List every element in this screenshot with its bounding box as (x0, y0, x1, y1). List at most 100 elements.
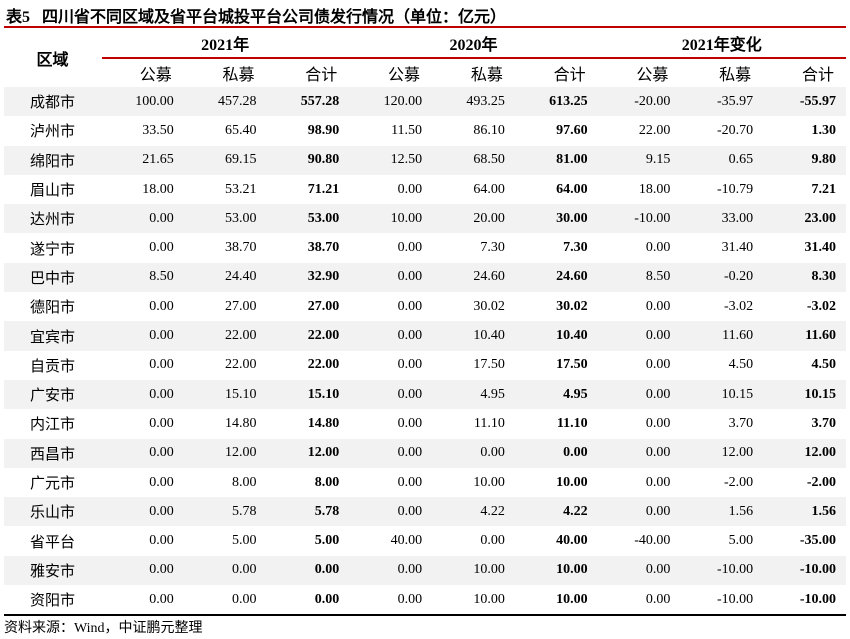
value-cell: 0.00 (101, 321, 184, 351)
value-cell: 22.00 (307, 357, 340, 373)
value-cell: 30.00 (514, 204, 598, 234)
value-cell: 0.00 (149, 591, 174, 607)
value-cell: 0.00 (397, 240, 423, 256)
value-cell: 7.30 (480, 240, 505, 256)
value-cell: 4.50 (811, 357, 837, 373)
value-cell: 10.15 (680, 379, 764, 410)
value-cell: 0.00 (597, 438, 681, 468)
region-name: 西昌市 (4, 438, 101, 468)
table-row: 资阳市 0.00 0.00 0.00 0.00 10.00 10.00 0.00 -10.00 -… (4, 585, 846, 614)
value-cell: 0.00 (645, 357, 671, 373)
value-cell: 22.00 (266, 321, 350, 351)
value-cell: 0.00 (314, 591, 340, 607)
value-cell: 493.25 (432, 87, 515, 117)
value-cell: 17.50 (556, 357, 588, 373)
value-cell: -40.00 (634, 533, 671, 549)
value-cell: 8.30 (763, 262, 846, 293)
value-cell: -3.02 (723, 298, 754, 314)
value-cell: 14.80 (307, 415, 340, 431)
value-cell: 22.00 (225, 357, 257, 373)
value-cell: 1.30 (811, 122, 837, 138)
value-cell: -10.79 (716, 181, 754, 197)
value-cell: 0.00 (149, 474, 174, 490)
value-cell: 4.95 (514, 379, 598, 410)
value-cell: 18.00 (638, 181, 671, 197)
value-cell: 98.90 (307, 122, 340, 138)
value-cell: 24.60 (432, 262, 515, 293)
value-cell: 10.00 (473, 474, 505, 490)
value-cell: -10.00 (716, 591, 754, 607)
value-cell: 68.50 (432, 145, 515, 175)
region-name: 宜宾市 (4, 321, 101, 351)
value-cell: 97.60 (556, 122, 588, 138)
region-name: 省平台 (29, 534, 75, 551)
table-row: 内江市 0.00 14.80 14.80 0.00 11.10 11.10 0.00 3.70 3… (4, 409, 846, 438)
value-cell: 100.00 (101, 87, 184, 117)
value-cell: 32.90 (266, 262, 350, 293)
header-subcolumn: 私募 (719, 66, 752, 84)
value-cell: 0.00 (149, 240, 174, 256)
region-name: 广元市 (29, 476, 75, 492)
value-cell: 31.40 (804, 240, 837, 256)
value-cell: 0.00 (397, 298, 423, 314)
table-row: 省平台 0.00 5.00 5.00 40.00 0.00 40.00 -40.00 5.00 -… (4, 526, 846, 555)
value-cell: 0.00 (349, 497, 433, 527)
value-cell: 40.00 (390, 533, 423, 549)
value-cell: 33.00 (680, 204, 764, 234)
value-cell: 21.65 (101, 145, 184, 175)
value-cell: 0.00 (349, 262, 433, 293)
value-cell: 18.00 (142, 181, 174, 197)
value-cell: 8.00 (314, 474, 340, 490)
value-cell: 1.56 (680, 497, 764, 527)
header-subcolumn: 公募 (388, 66, 421, 84)
value-cell: 27.00 (225, 298, 257, 314)
header-group-change: 2021年变化 (681, 37, 762, 54)
table-caption: 四川省不同区域及省平台城投平台公司债发行情况（单位：亿元） (42, 9, 507, 26)
value-cell: 0.00 (597, 497, 681, 527)
value-cell: -55.97 (763, 87, 846, 117)
value-cell: 0.00 (397, 181, 423, 197)
value-cell: 69.15 (183, 145, 267, 175)
table-row: 巴中市 8.50 24.40 32.90 0.00 24.60 24.60 8.50 -0.20… (4, 262, 846, 293)
bottom-rule (4, 614, 846, 616)
bond-issuance-table: 区域 2021年 2020年 2021年变化 公募 私募 合计 公募 私募 合计 公募 私募 合… (4, 28, 846, 614)
value-cell: 0.00 (349, 555, 433, 586)
value-cell: 7.30 (563, 240, 588, 256)
value-cell: 0.00 (266, 555, 350, 586)
value-cell: 0.00 (597, 321, 681, 351)
value-cell: 5.00 (728, 533, 754, 549)
source-note: 资料来源：Wind，中证鹏元整理 (4, 621, 203, 636)
value-cell: 10.00 (556, 591, 588, 607)
value-cell: 7.21 (811, 181, 837, 197)
value-cell: 0.00 (645, 415, 671, 431)
value-cell: 0.00 (645, 298, 671, 314)
table-row: 绵阳市 21.65 69.15 90.80 12.50 68.50 81.00 9.15 0.6… (4, 145, 846, 175)
value-cell: 65.40 (225, 122, 257, 138)
table-row: 泸州市 33.50 65.40 98.90 11.50 86.10 97.60 22.00 -2… (4, 116, 846, 145)
value-cell: 64.00 (473, 181, 505, 197)
value-cell: 27.00 (307, 298, 340, 314)
value-cell: 0.00 (149, 533, 174, 549)
value-cell: 0.00 (183, 555, 267, 586)
value-cell: 10.00 (432, 555, 515, 586)
value-cell: 9.15 (597, 145, 681, 175)
value-cell: 5.78 (183, 497, 267, 527)
value-cell: 64.00 (556, 181, 588, 197)
value-cell: 9.80 (763, 145, 846, 175)
value-cell: 0.00 (645, 240, 671, 256)
value-cell: 0.00 (101, 379, 184, 410)
region-name: 自贡市 (29, 358, 75, 375)
region-name: 德阳市 (29, 300, 75, 317)
table-title: 表5 四川省不同区域及省平台城投平台公司债发行情况（单位：亿元） (6, 3, 506, 27)
value-cell: 8.00 (232, 474, 257, 490)
value-cell: -35.97 (680, 87, 764, 117)
table-row: 德阳市 0.00 27.00 27.00 0.00 30.02 30.02 0.00 -3.02… (4, 292, 846, 321)
region-name: 雅安市 (4, 555, 101, 586)
table-row: 广安市 0.00 15.10 15.10 0.00 4.95 4.95 0.00 10.15 10… (4, 379, 846, 410)
value-cell: 71.21 (307, 181, 340, 197)
value-cell: 12.50 (349, 145, 433, 175)
value-cell: 3.70 (728, 415, 754, 431)
value-cell: 5.00 (314, 533, 340, 549)
value-cell: 0.00 (101, 555, 184, 586)
value-cell: 81.00 (514, 145, 598, 175)
